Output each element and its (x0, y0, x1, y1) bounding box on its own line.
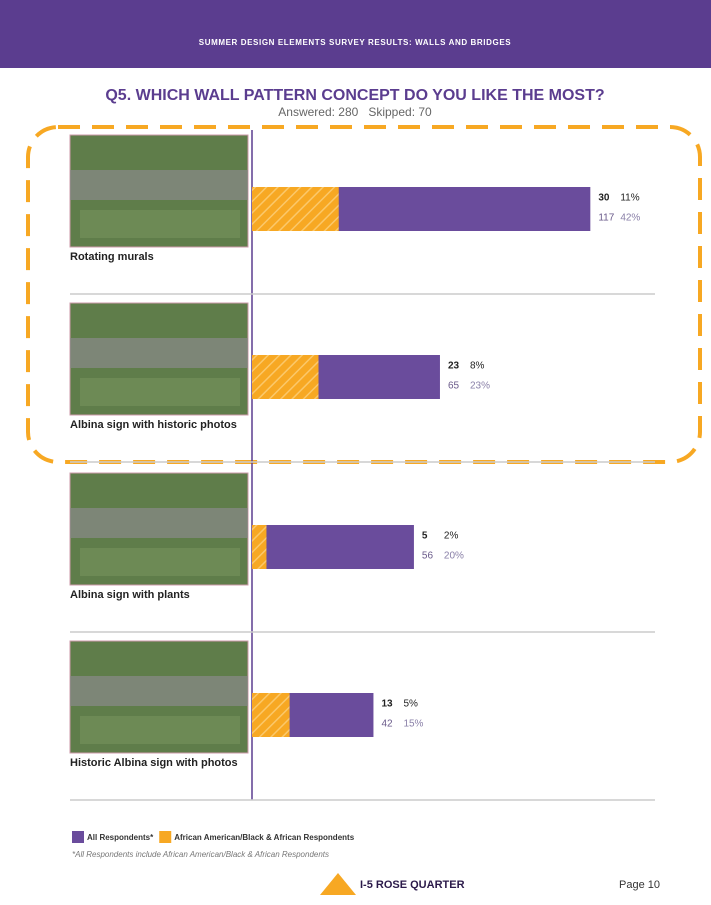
bar (252, 525, 414, 569)
logo-icon (320, 873, 356, 895)
value-label: 117 (598, 213, 614, 224)
page-number: Page 10 (619, 879, 660, 891)
value-label: 30 (598, 193, 610, 204)
percent-label: 8% (470, 361, 485, 372)
value-label: 13 (381, 699, 393, 710)
value-label: 65 (448, 381, 460, 392)
value-label: 23 (448, 361, 460, 372)
logo-text: I-5 ROSE QUARTER (360, 879, 465, 891)
category-label: Rotating murals (70, 251, 154, 263)
percent-label: 2% (444, 531, 459, 542)
banner (0, 0, 711, 68)
category-label-box: Historic Albina sign with photos (70, 757, 238, 769)
category-label-box: Albina sign with plants (70, 589, 190, 601)
concept-image-wall (70, 338, 248, 368)
chart-subtitle: Answered: 280 Skipped: 70 (278, 105, 432, 119)
chart-title: Q5. WHICH WALL PATTERN CONCEPT DO YOU LI… (105, 87, 604, 104)
legend-swatch (159, 831, 172, 843)
legend: All Respondents* African American/Black &… (72, 831, 355, 843)
footnote: *All Respondents include African America… (72, 850, 329, 859)
percent-label: 20% (444, 551, 464, 562)
banner-text: SUMMER DESIGN ELEMENTS SURVEY RESULTS: W… (199, 38, 512, 47)
highlight-box (26, 125, 702, 464)
bar (252, 693, 290, 737)
bar (252, 525, 267, 569)
concept-image-plants (80, 548, 240, 576)
percent-label: 5% (403, 699, 418, 710)
concept-image-wall (70, 676, 248, 706)
bar (252, 355, 319, 399)
category-label-box: Albina sign with historic photos (70, 419, 237, 431)
concept-image-plants (80, 716, 240, 744)
concept-image-wall (70, 508, 248, 538)
value-label: 5 (422, 531, 428, 542)
legend-label: African American/Black & African Respond… (174, 833, 354, 842)
bar (252, 187, 339, 231)
percent-label: 42% (620, 213, 640, 224)
value-label: 56 (422, 551, 434, 562)
category-label-box: Rotating murals (70, 251, 154, 263)
concept-image-wall (70, 170, 248, 200)
percent-label: 15% (403, 719, 423, 730)
value-label: 42 (381, 719, 393, 730)
concept-image-plants (80, 378, 240, 406)
legend-swatch (72, 831, 84, 843)
percent-label: 11% (620, 193, 639, 204)
percent-label: 23% (470, 381, 490, 392)
concept-image-plants (80, 210, 240, 238)
legend-label: All Respondents* (87, 833, 154, 842)
category-label: Historic Albina sign with photos (70, 757, 238, 769)
category-label: Albina sign with historic photos (70, 419, 237, 431)
category-label: Albina sign with plants (70, 589, 190, 601)
